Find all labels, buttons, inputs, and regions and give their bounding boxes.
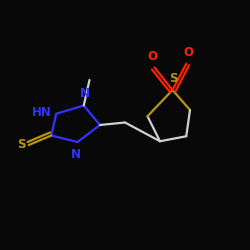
Text: S: S [17, 138, 25, 151]
Text: N: N [71, 148, 81, 161]
Text: HN: HN [32, 106, 52, 120]
Text: O: O [147, 50, 157, 62]
Text: S: S [169, 72, 177, 85]
Text: N: N [80, 87, 90, 100]
Text: O: O [184, 46, 194, 59]
